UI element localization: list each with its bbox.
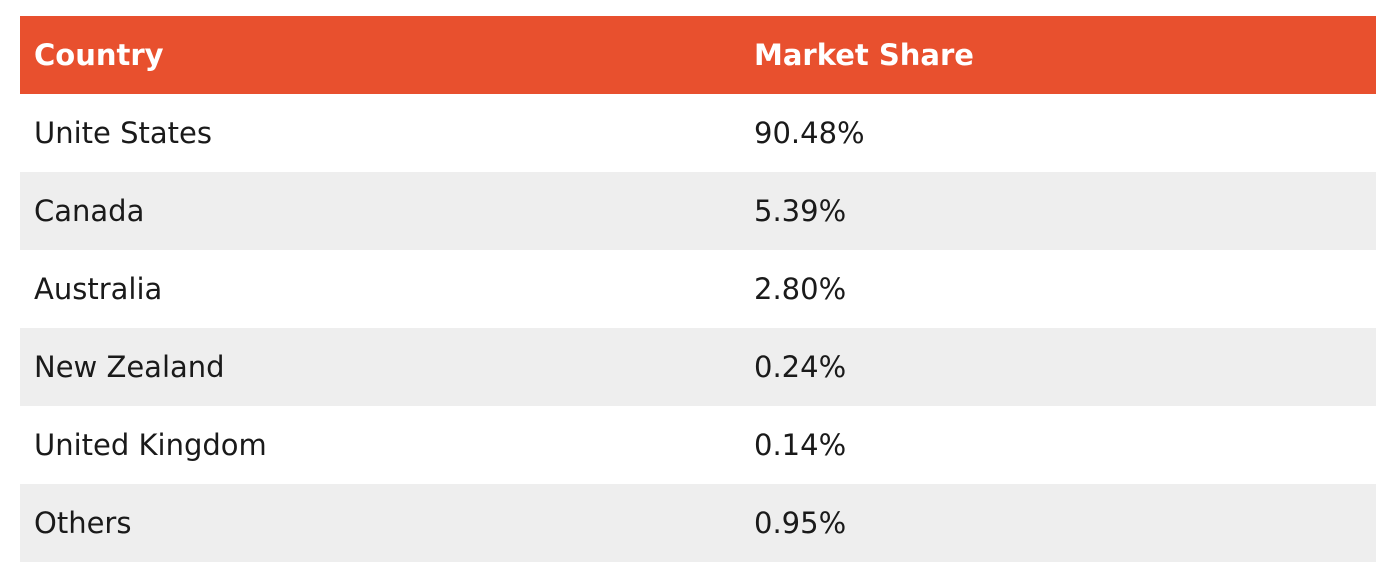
table-row: Canada 5.39%: [20, 172, 1376, 250]
table-row: Unite States 90.48%: [20, 94, 1376, 172]
country-cell: Others: [34, 506, 132, 540]
market-share-cell: 0.95%: [754, 506, 847, 540]
table-header-row: Country Market Share: [20, 16, 1376, 94]
header-country: Country: [34, 38, 164, 72]
market-share-cell: 0.24%: [754, 350, 847, 384]
table-row: Australia 2.80%: [20, 250, 1376, 328]
table-row: New Zealand 0.24%: [20, 328, 1376, 406]
country-cell: New Zealand: [34, 350, 225, 384]
table-row: Others 0.95%: [20, 484, 1376, 562]
country-cell: Australia: [34, 272, 163, 306]
country-cell: Unite States: [34, 116, 212, 150]
market-share-cell: 2.80%: [754, 272, 847, 306]
market-share-table: Country Market Share Unite States 90.48%…: [20, 16, 1376, 562]
market-share-cell: 90.48%: [754, 116, 865, 150]
market-share-cell: 0.14%: [754, 428, 847, 462]
country-cell: United Kingdom: [34, 428, 267, 462]
table-row: United Kingdom 0.14%: [20, 406, 1376, 484]
country-cell: Canada: [34, 194, 145, 228]
market-share-cell: 5.39%: [754, 194, 847, 228]
header-market-share: Market Share: [754, 38, 974, 72]
